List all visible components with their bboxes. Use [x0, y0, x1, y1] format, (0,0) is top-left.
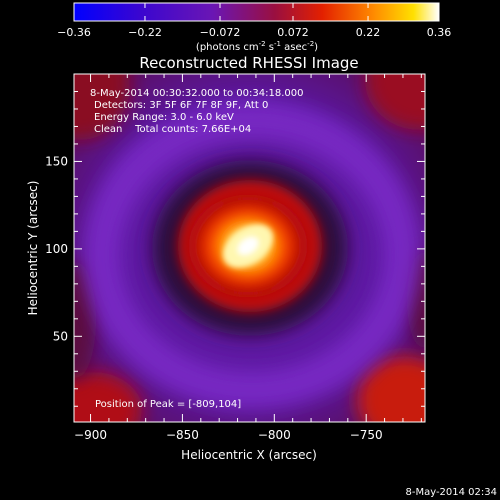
annotation-detectors: Detectors: 3F 5F 6F 7F 8F 9F, Att 0 [94, 100, 268, 111]
colorbar-units-label: (photons cm-2 s-1 asec-2) [196, 40, 318, 53]
x-tick-label: −750 [350, 428, 383, 442]
core-peak-center [237, 236, 259, 256]
x-axis: −900 −850 −800 −750 [74, 74, 422, 442]
plot-frame [73, 73, 426, 423]
y-tick-label: 100 [45, 242, 68, 256]
x-tick-label: −850 [166, 428, 199, 442]
footer-timestamp: 8-May-2014 02:34 [405, 487, 497, 498]
x-tick-label: −800 [258, 428, 291, 442]
colorbar-units-part2: s [266, 42, 274, 53]
y-axis: 50 100 150 [45, 90, 425, 407]
colorbar-units-close: ) [314, 42, 318, 53]
colorbar-units-exp1: -2 [259, 40, 266, 48]
colorbar-tick-label: 0.22 [356, 26, 381, 39]
colorbar-gradient [73, 2, 440, 22]
colorbar-tick-label: −0.072 [200, 26, 241, 39]
colorbar-tick-label: 0.072 [277, 26, 309, 39]
heatmap-image [74, 74, 425, 422]
y-tick-label: 50 [53, 329, 68, 343]
colorbar-tick-label: 0.36 [427, 26, 452, 39]
annotation-energy: Energy Range: 3.0 - 6.0 keV [94, 112, 234, 123]
corner-lobe-top-right [365, 74, 425, 130]
colorbar: −0.36 −0.22 −0.072 0.072 0.22 0.36 (photons c… [57, 2, 451, 53]
y-axis-label: Heliocentric Y (arcsec) [26, 181, 40, 316]
x-tick-label: −900 [74, 428, 107, 442]
colorbar-units-part1: (photons cm [196, 42, 259, 53]
annotation-peak-position: Position of Peak = [-809,104] [95, 399, 241, 410]
y-tick-label: 150 [45, 154, 68, 168]
annotation-clean: Clean Total counts: 7.66E+04 [94, 124, 251, 135]
corner-lobe-top-left [74, 74, 130, 140]
colorbar-tick-label: −0.36 [57, 26, 91, 39]
colorbar-units-part3: asec [281, 42, 307, 53]
corner-lobe-bottom-right [357, 356, 425, 422]
purple-ring [83, 101, 421, 409]
colorbar-ticks: −0.36 −0.22 −0.072 0.072 0.22 0.36 [57, 3, 451, 39]
x-axis-label: Heliocentric X (arcsec) [181, 448, 317, 462]
colorbar-units-exp2: -1 [274, 40, 281, 48]
annotations: 8-May-2014 00:30:32.000 to 00:34:18.000 … [90, 88, 303, 410]
colorbar-units-exp3: -2 [307, 40, 314, 48]
chart-title: Reconstructed RHESSI Image [139, 54, 358, 72]
corner-lobe-bottom-left [74, 372, 142, 422]
colorbar-tick-label: −0.22 [128, 26, 162, 39]
annotation-time-range: 8-May-2014 00:30:32.000 to 00:34:18.000 [90, 88, 303, 99]
